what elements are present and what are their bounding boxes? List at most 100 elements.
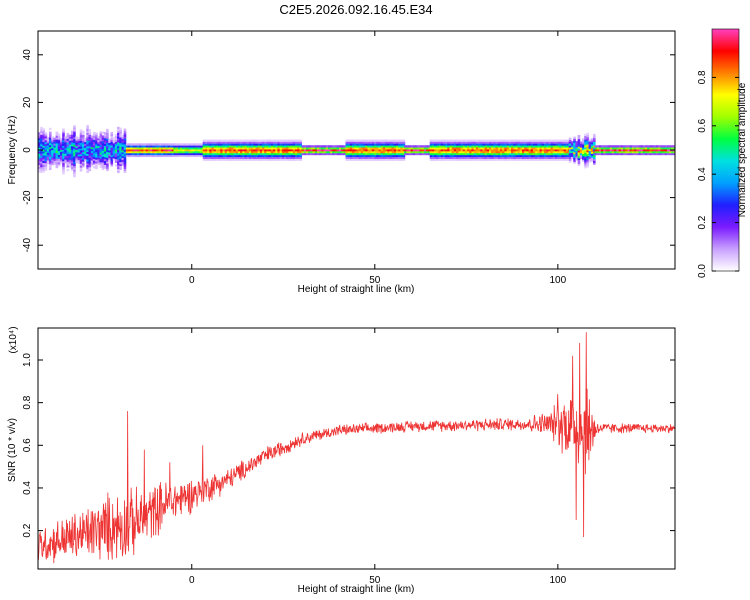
heatmap-cell bbox=[110, 145, 114, 148]
heatmap-cell bbox=[618, 149, 622, 152]
heatmap-cell bbox=[92, 148, 96, 152]
heatmap-cell bbox=[451, 152, 455, 156]
heatmap-cell bbox=[341, 152, 344, 156]
heatmap-cell bbox=[79, 165, 83, 168]
heatmap-cell bbox=[453, 141, 457, 144]
heatmap-cell bbox=[530, 154, 534, 158]
heatmap-cell bbox=[489, 149, 492, 152]
heatmap-cell bbox=[106, 165, 109, 168]
heatmap-cell bbox=[524, 147, 527, 150]
heatmap-cell bbox=[38, 136, 41, 139]
heatmap-cell bbox=[352, 154, 355, 158]
heatmap-cell bbox=[625, 149, 628, 152]
heatmap-cell bbox=[112, 152, 116, 155]
heatmap-cell bbox=[502, 150, 505, 154]
heatmap-cell bbox=[419, 149, 423, 152]
heatmap-cell bbox=[275, 139, 278, 142]
heatmap-cell bbox=[158, 150, 162, 154]
heatmap-cell bbox=[75, 136, 78, 139]
heatmap-cell bbox=[125, 154, 129, 158]
heatmap-cell bbox=[376, 156, 379, 159]
heatmap-cell bbox=[541, 141, 545, 144]
heatmap-cell bbox=[57, 158, 61, 161]
heatmap-cell bbox=[237, 143, 241, 146]
heatmap-cell bbox=[456, 152, 459, 156]
heatmap-cell bbox=[233, 152, 237, 156]
heatmap-cell bbox=[367, 147, 371, 150]
heatmap-cell bbox=[195, 150, 199, 154]
heatmap-cell bbox=[255, 156, 259, 159]
heatmap-cell bbox=[586, 159, 590, 162]
heatmap-cell bbox=[119, 154, 122, 157]
heatmap-cell bbox=[68, 134, 72, 137]
heatmap-cell bbox=[515, 156, 518, 159]
heatmap-cell bbox=[449, 152, 453, 156]
heatmap-cell bbox=[493, 154, 497, 158]
heatmap-cell bbox=[46, 156, 50, 159]
heatmap-cell bbox=[419, 145, 423, 148]
heatmap-cell bbox=[66, 138, 70, 141]
heatmap-cell bbox=[510, 145, 514, 148]
heatmap-cell bbox=[614, 145, 617, 148]
heatmap-cell bbox=[197, 145, 201, 148]
heatmap-cell bbox=[586, 151, 590, 155]
heatmap-cell bbox=[101, 156, 105, 159]
heatmap-cell bbox=[579, 156, 583, 160]
heatmap-cell bbox=[204, 149, 208, 152]
heatmap-cell bbox=[264, 152, 267, 156]
heatmap-cell bbox=[623, 149, 626, 152]
heatmap-cell bbox=[262, 156, 265, 159]
colorbar-tick-label: 0.0 bbox=[697, 264, 708, 278]
heatmap-cell bbox=[568, 160, 572, 163]
heatmap-cell bbox=[79, 133, 83, 136]
heatmap-cell bbox=[436, 156, 439, 159]
heatmap-cell bbox=[169, 152, 173, 156]
heatmap-cell bbox=[473, 156, 477, 159]
heatmap-cell bbox=[513, 143, 516, 146]
heatmap-cell bbox=[543, 149, 547, 152]
heatmap-cell bbox=[81, 140, 85, 143]
heatmap-cell bbox=[332, 150, 335, 154]
heatmap-cell bbox=[453, 145, 457, 148]
heatmap-cell bbox=[495, 139, 499, 142]
heatmap-cell bbox=[462, 158, 466, 161]
heatmap-cell bbox=[273, 143, 276, 146]
heatmap-cell bbox=[46, 144, 50, 148]
heatmap-cell bbox=[59, 147, 63, 150]
heatmap-cell bbox=[548, 147, 551, 150]
heatmap-cell bbox=[371, 154, 375, 158]
heatmap-cell bbox=[59, 145, 63, 149]
heatmap-cell bbox=[557, 158, 560, 161]
heatmap-cell bbox=[440, 147, 444, 150]
heatmap-cell bbox=[464, 150, 468, 154]
heatmap-cell bbox=[380, 156, 384, 159]
heatmap-cell bbox=[404, 152, 407, 156]
heatmap-cell bbox=[242, 152, 245, 156]
heatmap-cell bbox=[195, 147, 199, 150]
heatmap-cell bbox=[434, 149, 437, 152]
heatmap-cell bbox=[51, 151, 54, 154]
heatmap-cell bbox=[110, 154, 114, 158]
heatmap-cell bbox=[229, 141, 232, 144]
heatmap-cell bbox=[341, 149, 344, 152]
heatmap-cell bbox=[86, 164, 89, 168]
heatmap-cell bbox=[530, 139, 534, 142]
heatmap-cell bbox=[55, 141, 59, 144]
heatmap-cell bbox=[55, 135, 59, 138]
heatmap-cell bbox=[380, 150, 384, 154]
heatmap-cell bbox=[121, 144, 125, 147]
heatmap-cell bbox=[184, 154, 188, 158]
heatmap-cell bbox=[188, 154, 192, 158]
heatmap-cell bbox=[123, 138, 127, 141]
heatmap-cell bbox=[81, 153, 85, 156]
heatmap-cell bbox=[428, 150, 431, 154]
heatmap-cell bbox=[367, 141, 371, 144]
heatmap-cell bbox=[575, 143, 579, 146]
heatmap-cell bbox=[327, 147, 331, 150]
heatmap-cell bbox=[582, 159, 585, 162]
heatmap-cell bbox=[462, 139, 466, 142]
heatmap-cell bbox=[473, 152, 477, 156]
heatmap-cell bbox=[467, 143, 470, 146]
heatmap-cell bbox=[402, 152, 406, 156]
heatmap-cell bbox=[114, 145, 118, 148]
